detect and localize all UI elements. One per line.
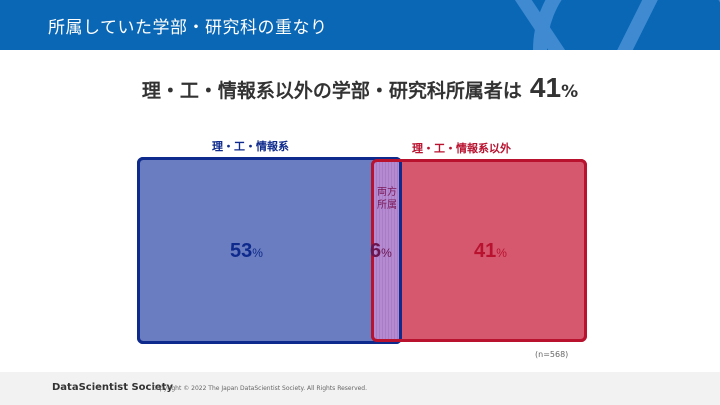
right-value-unit: % — [496, 246, 507, 260]
right-group-label: 理・工・情報系以外 — [412, 142, 511, 155]
headline-unit: % — [561, 82, 579, 102]
right-group-box — [371, 159, 587, 342]
overlap-value-number: 6 — [370, 240, 382, 262]
right-group-outline — [371, 159, 587, 342]
left-value-number: 53 — [230, 240, 253, 262]
left-value-unit: % — [252, 246, 263, 260]
footer: DataScientist Society Copyright © 2022 T… — [0, 372, 720, 405]
overlap-region — [374, 162, 399, 339]
header-bar: 所属していた学部・研究科の重なり — [0, 0, 720, 50]
right-value-number: 41 — [474, 240, 497, 262]
left-group-label: 理・工・情報系 — [212, 140, 289, 153]
sample-size: (n=568) — [535, 350, 569, 359]
overlap-label: 両方 所属 — [372, 186, 402, 212]
headline: 理・工・情報系以外の学部・研究科所属者は 41% — [0, 72, 720, 104]
overlap-value: 6% — [370, 240, 392, 263]
headline-text: 理・工・情報系以外の学部・研究科所属者は — [141, 80, 522, 102]
left-value: 53% — [230, 240, 263, 263]
page-title: 所属していた学部・研究科の重なり — [48, 18, 328, 38]
logo-decoration-icon — [514, 0, 720, 50]
overlap-label-line1: 両方 — [377, 187, 397, 198]
footer-copyright: Copyright © 2022 The Japan DataScientist… — [152, 385, 368, 392]
overlap-value-unit: % — [381, 246, 392, 260]
right-value: 41% — [474, 240, 507, 263]
footer-brand: DataScientist Society — [52, 382, 173, 393]
left-group-outline — [137, 157, 402, 344]
overlap-label-line2: 所属 — [377, 200, 397, 211]
headline-value: 41 — [529, 72, 562, 103]
